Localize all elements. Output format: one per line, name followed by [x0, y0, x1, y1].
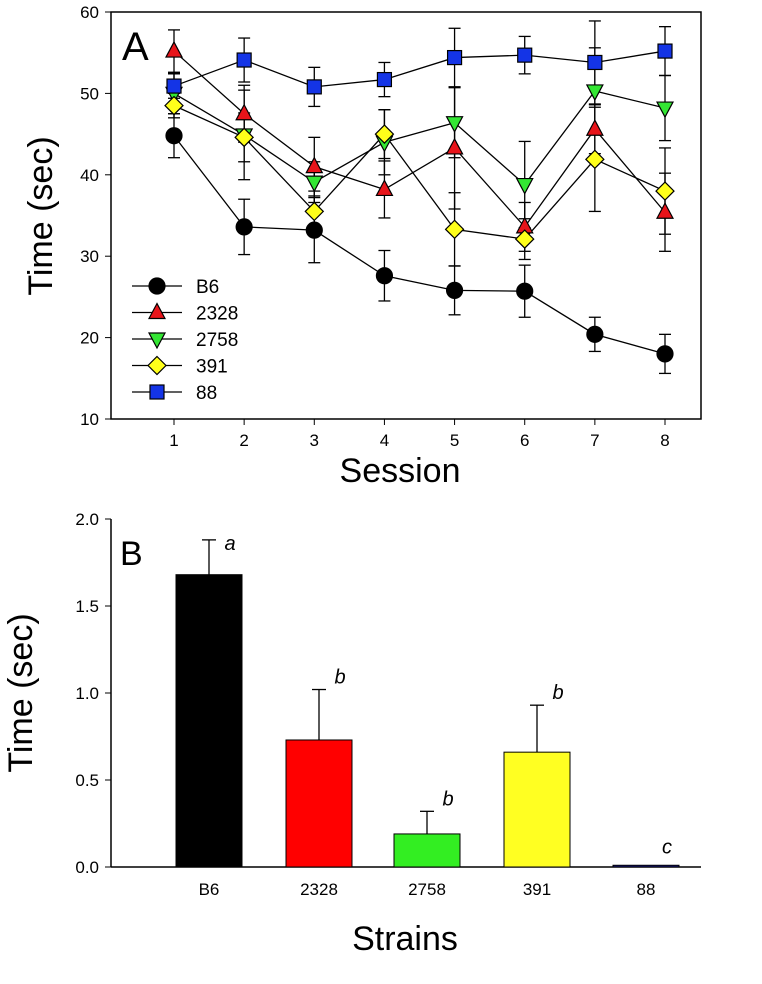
bar-2328	[285, 739, 353, 868]
data-point-2328	[445, 137, 464, 155]
significance-letter: b	[552, 682, 563, 704]
x-tick-label-a: 2	[239, 431, 248, 450]
y-tick-label-b: 0.0	[75, 858, 99, 877]
data-point-2758	[656, 101, 674, 119]
data-point-2758	[515, 177, 534, 195]
data-point-88	[657, 43, 673, 59]
y-axis-title-a: Time (sec)	[22, 136, 60, 295]
data-point-2758	[585, 84, 604, 102]
data-point-B6	[235, 218, 253, 236]
legend-marker-B6	[148, 277, 166, 295]
panel-label-b: B	[120, 535, 143, 573]
x-tick-label-b: 88	[637, 880, 656, 899]
data-point-391	[514, 229, 535, 249]
y-tick-label-a: 20	[80, 329, 99, 348]
significance-letter: c	[662, 836, 672, 858]
x-tick-label-a: 1	[169, 431, 178, 450]
y-tick-label-a: 60	[80, 3, 99, 22]
x-axis-title-b: Strains	[352, 920, 458, 958]
data-point-391	[374, 124, 395, 144]
plot-frame-a	[110, 11, 702, 420]
series-line	[173, 90, 666, 186]
x-tick-label-b: 391	[523, 880, 551, 899]
panel-label-a: A	[122, 25, 149, 69]
data-point-B6	[516, 282, 534, 300]
x-tick-label-a: 7	[590, 431, 599, 450]
y-tick-label-a: 30	[80, 247, 99, 266]
x-tick-label-b: B6	[199, 880, 220, 899]
x-tick-label-b: 2328	[300, 880, 338, 899]
series-line	[173, 50, 666, 228]
legend-marker-88	[149, 384, 165, 400]
legend-label: 88	[196, 383, 217, 404]
x-tick-label-a: 4	[380, 431, 389, 450]
x-tick-label-a: 3	[310, 431, 319, 450]
significance-letter: a	[224, 533, 235, 555]
series-line	[173, 135, 666, 355]
legend-marker-391	[147, 355, 167, 376]
y-tick-label-b: 0.5	[75, 771, 99, 790]
data-point-391	[304, 201, 325, 222]
data-point-2758	[445, 116, 464, 133]
legend-label: 2758	[196, 330, 238, 351]
bar-B6	[175, 574, 243, 868]
y-tick-label-b: 2.0	[75, 510, 99, 529]
y-tick-label-a: 50	[80, 84, 99, 103]
data-point-88	[517, 47, 533, 63]
y-tick-label-b: 1.5	[75, 597, 99, 616]
data-point-B6	[656, 345, 674, 363]
data-point-B6	[586, 325, 604, 343]
data-point-B6	[165, 127, 183, 145]
data-point-391	[585, 149, 605, 170]
series-line	[173, 50, 666, 88]
bar-391	[503, 751, 571, 868]
legend-marker-2328	[148, 302, 166, 320]
y-axis-title-b: Time (sec)	[2, 613, 40, 772]
bar-2758	[393, 833, 461, 868]
significance-letter: b	[334, 667, 345, 689]
data-point-391	[234, 127, 254, 148]
data-point-B6	[375, 267, 394, 285]
series-line	[173, 105, 666, 240]
data-point-2328	[305, 156, 324, 174]
legend-label: 2328	[196, 304, 238, 325]
data-point-88	[166, 78, 182, 94]
x-tick-label-a: 6	[520, 431, 529, 450]
data-point-88	[587, 54, 603, 71]
data-point-2328	[585, 118, 604, 136]
data-point-B6	[445, 281, 464, 299]
y-tick-label-a: 10	[80, 410, 99, 429]
y-tick-label-b: 1.0	[75, 684, 99, 703]
data-point-2328	[656, 201, 674, 219]
y-tick-label-a: 40	[80, 166, 99, 185]
legend-label: B6	[196, 277, 219, 298]
data-point-88	[306, 79, 322, 95]
legend-label: 391	[196, 357, 228, 378]
data-point-B6	[305, 221, 323, 239]
data-point-2758	[305, 175, 324, 193]
x-tick-label-b: 2758	[408, 880, 446, 899]
legend-marker-2758	[148, 332, 166, 350]
x-tick-label-a: 8	[660, 431, 669, 450]
x-axis-title-a: Session	[340, 452, 461, 490]
significance-letter: b	[442, 788, 453, 810]
data-point-391	[164, 95, 184, 116]
data-point-391	[444, 219, 465, 240]
data-point-2328	[165, 40, 183, 58]
data-point-2328	[375, 179, 394, 197]
data-point-2328	[235, 103, 254, 121]
data-point-88	[446, 49, 463, 66]
data-point-88	[236, 52, 252, 68]
data-point-391	[655, 181, 675, 201]
bar-88	[612, 864, 680, 868]
data-point-88	[376, 71, 393, 88]
x-tick-label-a: 5	[450, 431, 459, 450]
